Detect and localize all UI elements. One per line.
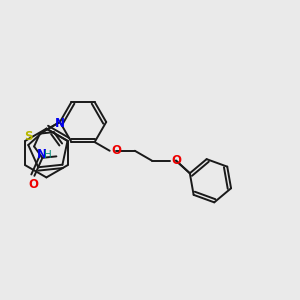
Text: N: N [37,148,46,161]
Text: S: S [24,130,32,142]
Text: O: O [29,178,39,190]
Text: H: H [44,150,52,160]
Text: O: O [171,154,181,167]
Text: O: O [111,144,121,157]
Text: N: N [55,117,65,130]
